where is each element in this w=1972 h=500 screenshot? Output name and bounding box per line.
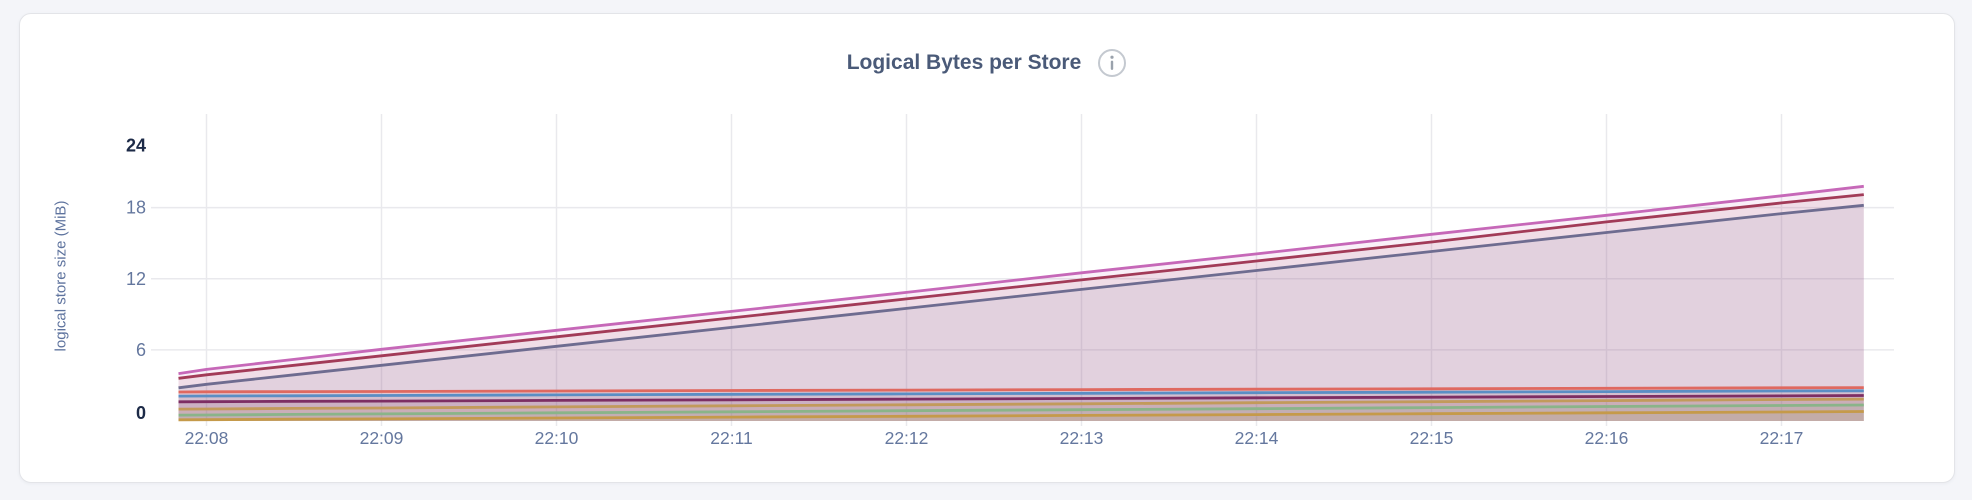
chart-card: Logical Bytes per Store logical store si…	[19, 13, 1955, 483]
info-icon[interactable]	[1097, 48, 1127, 78]
y-tick-label: 12	[126, 269, 146, 289]
series-line	[178, 410, 1864, 422]
x-tick-label: 22:09	[360, 428, 404, 448]
x-tick-label: 22:13	[1060, 428, 1104, 448]
series-line	[178, 184, 1864, 375]
y-tick-label: 18	[126, 198, 146, 218]
info-icon-svg	[1098, 49, 1127, 77]
x-tick-label: 22:16	[1585, 428, 1629, 448]
series-line	[178, 394, 1864, 404]
y-axis-title: logical store size (MiB)	[52, 200, 70, 352]
x-tick-label: 22:12	[885, 428, 929, 448]
series-line	[178, 193, 1864, 380]
series-line	[178, 403, 1864, 417]
x-tick-label: 22:11	[710, 428, 753, 448]
chart-title: Logical Bytes per Store	[846, 51, 1082, 74]
y-tick-label: 24	[126, 136, 146, 156]
chart-header: Logical Bytes per Store	[20, 48, 1954, 78]
x-tick-label: 22:17	[1760, 428, 1804, 448]
series-area	[178, 186, 1864, 421]
x-tick-label: 22:14	[1235, 428, 1279, 448]
series-line	[178, 386, 1864, 394]
x-tick-label: 22:10	[535, 428, 579, 448]
series-line	[178, 203, 1864, 390]
series-line	[178, 397, 1864, 411]
y-tick-label: 0	[136, 403, 146, 423]
x-tick-label: 22:08	[185, 428, 229, 448]
series-area	[178, 205, 1864, 421]
series-line	[178, 389, 1864, 398]
chart-plot: 0 6 12 18 24 22:08 22:09 22:10 22:11 22:12 22:13 22…	[126, 114, 1894, 448]
y-tick-label: 6	[136, 340, 146, 360]
x-tick-label: 22:15	[1410, 428, 1454, 448]
